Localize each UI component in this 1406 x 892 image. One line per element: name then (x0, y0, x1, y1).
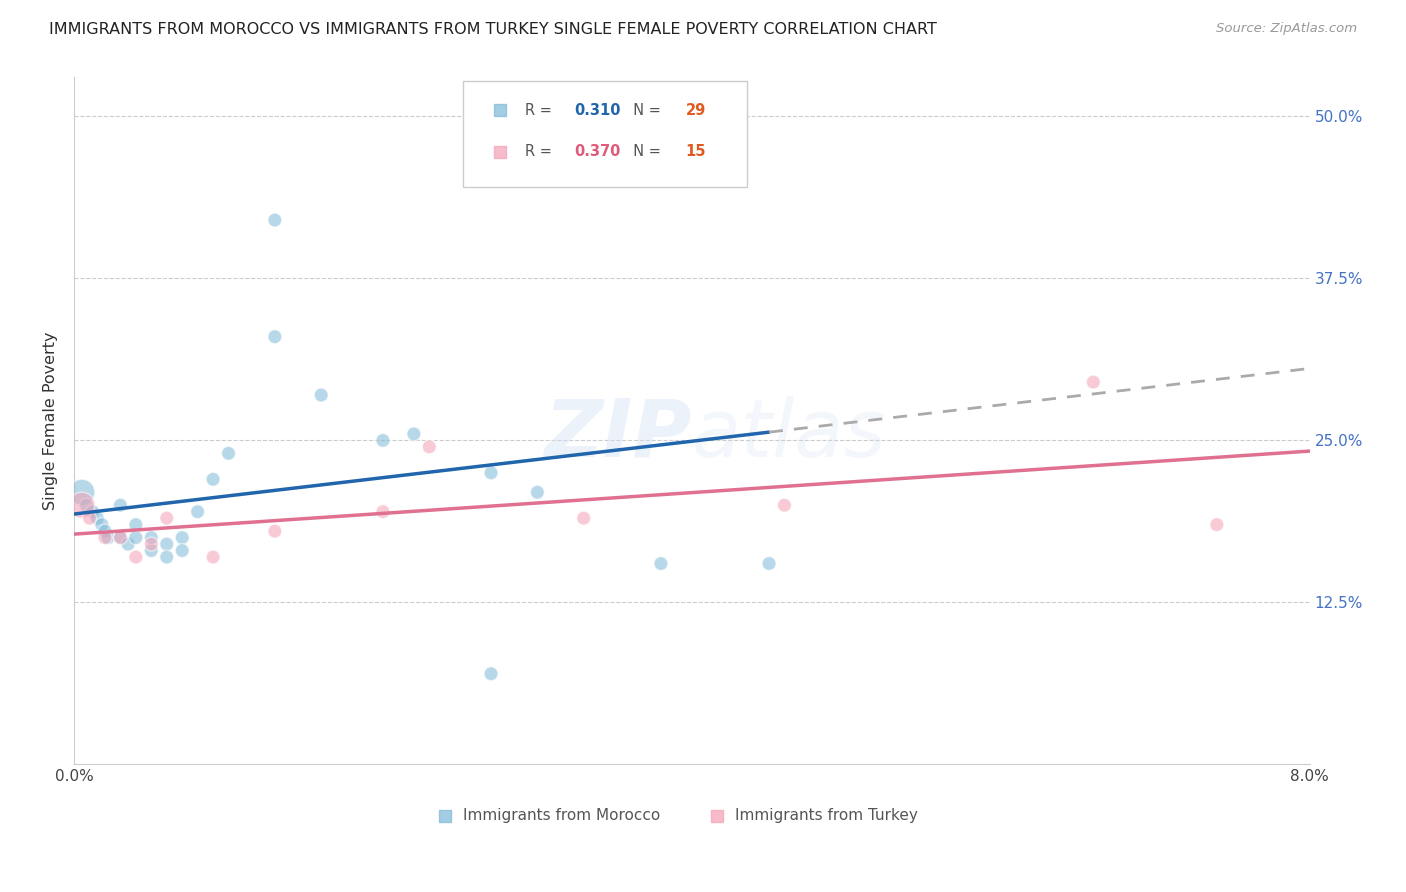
Point (141, 537, 163, 551)
Text: Source: ZipAtlas.com: Source: ZipAtlas.com (1216, 22, 1357, 36)
Point (141, 543, 163, 558)
Point (1083, 375, 1105, 389)
Text: Immigrants from Morocco: Immigrants from Morocco (463, 808, 661, 823)
Point (371, 505, 394, 519)
Text: R =: R = (524, 145, 557, 159)
Point (263, 213, 285, 227)
Point (70, 498, 93, 512)
Point (650, 168, 672, 182)
Point (773, 498, 796, 512)
Text: R =: R = (524, 103, 557, 118)
Point (479, 466, 502, 480)
Point (94, 531, 117, 545)
Text: N =: N = (624, 145, 665, 159)
Point (202, 472, 225, 486)
Point (172, 531, 194, 545)
Point (82, 505, 104, 519)
Point (156, 511, 179, 525)
Text: 0.310: 0.310 (575, 103, 621, 118)
Text: N =: N = (624, 103, 665, 118)
Point (479, 666, 502, 681)
Point (125, 517, 148, 532)
Point (156, 537, 179, 551)
Y-axis label: Single Female Poverty: Single Female Poverty (44, 332, 58, 510)
Point (418, 440, 440, 454)
Text: IMMIGRANTS FROM MOROCCO VS IMMIGRANTS FROM TURKEY SINGLE FEMALE POVERTY CORRELAT: IMMIGRANTS FROM MOROCCO VS IMMIGRANTS FR… (49, 22, 936, 37)
Point (125, 550, 148, 565)
Point (218, 446, 240, 460)
Point (110, 531, 132, 545)
Point (125, 531, 148, 545)
Point (526, 485, 548, 500)
Point (402, 426, 425, 441)
Point (263, 524, 285, 538)
Point (309, 388, 332, 402)
Point (572, 511, 595, 525)
Text: 0.370: 0.370 (575, 145, 621, 159)
Point (187, 505, 209, 519)
Text: 15: 15 (686, 145, 706, 159)
Point (371, 434, 394, 448)
Point (263, 329, 285, 343)
Point (141, 531, 163, 545)
Point (156, 550, 179, 565)
Point (172, 543, 194, 558)
Point (758, 557, 780, 571)
Point (75, 498, 97, 512)
Point (650, 557, 672, 571)
Point (70, 485, 93, 500)
Text: 29: 29 (686, 103, 706, 118)
Text: atlas: atlas (692, 396, 887, 474)
Point (79, 511, 101, 525)
Point (97, 531, 120, 545)
FancyBboxPatch shape (463, 81, 748, 187)
Point (117, 537, 139, 551)
Point (1205, 517, 1227, 532)
Text: Immigrants from Turkey: Immigrants from Turkey (735, 808, 918, 823)
Text: ZIP: ZIP (544, 396, 692, 474)
Point (202, 550, 225, 565)
Point (110, 498, 132, 512)
Point (94, 524, 117, 538)
Point (86, 511, 108, 525)
Point (90, 517, 112, 532)
Point (110, 531, 132, 545)
